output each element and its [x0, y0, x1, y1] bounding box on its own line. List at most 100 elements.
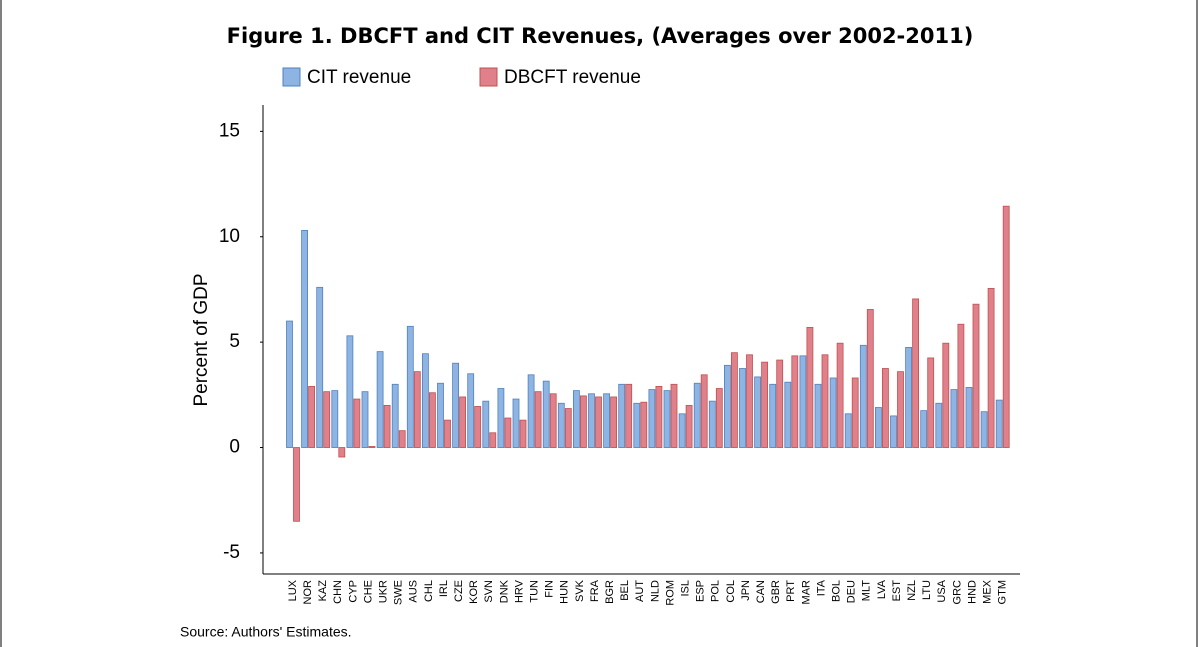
x-tick-label: HUN [559, 580, 571, 604]
bar [527, 374, 535, 448]
bar [595, 396, 602, 448]
bar [580, 395, 587, 448]
bar [383, 404, 391, 448]
x-tick-label: SWE [393, 580, 405, 605]
legend-swatch [282, 67, 301, 87]
bar [512, 398, 520, 448]
x-tick-label: GBR [770, 580, 782, 604]
y-tick-label: 5 [229, 331, 240, 352]
bar [316, 286, 324, 448]
bar [670, 383, 678, 448]
bar [286, 320, 293, 448]
bar [564, 408, 572, 448]
bar [573, 390, 580, 448]
bar [406, 325, 414, 448]
bar [890, 415, 897, 448]
source-note: Source: Authors' Estimates. [180, 624, 352, 640]
bar [655, 385, 663, 448]
bar [391, 383, 399, 448]
bar [648, 389, 656, 448]
x-tick-label: ESP [695, 580, 707, 602]
bar [685, 404, 693, 448]
x-tick-label: GTM [997, 580, 1009, 604]
bar [459, 396, 467, 448]
bar [927, 357, 935, 448]
bar [905, 347, 912, 448]
x-tick-label: BGR [604, 580, 616, 604]
bar [346, 335, 354, 448]
legend-label: DBCFT revenue [504, 67, 641, 88]
legend-label: CIT revenue [307, 67, 411, 88]
x-tick-label: HRV [513, 579, 525, 603]
bar [444, 419, 451, 448]
bar [980, 411, 988, 448]
x-tick-label: ROM [664, 580, 676, 606]
bar [769, 383, 777, 448]
bar [331, 390, 339, 448]
bar [829, 377, 837, 448]
bar [421, 353, 429, 448]
bar [972, 303, 980, 448]
x-tick-label: GRC [951, 580, 963, 605]
bar [987, 287, 995, 448]
x-tick-label: CYP [347, 580, 359, 603]
bar [497, 388, 505, 448]
bar [746, 354, 753, 448]
bar [761, 361, 768, 448]
bar [791, 355, 799, 448]
x-tick-label: KAZ [317, 580, 329, 602]
x-tick-label: FRA [589, 579, 601, 602]
bar [784, 381, 792, 448]
bar [413, 371, 421, 448]
bar [700, 374, 708, 448]
bar [957, 323, 965, 448]
bar [851, 377, 859, 448]
x-tick-label: MLT [861, 580, 873, 601]
bar [618, 383, 626, 448]
bar [836, 342, 844, 448]
bar [549, 393, 557, 448]
x-tick-label: COL [725, 580, 737, 603]
x-tick-label: PRT [785, 580, 797, 602]
x-tick-label: HND [966, 580, 978, 604]
x-tick-label: BOL [831, 580, 843, 602]
x-tick-label: NLD [649, 580, 661, 602]
bar [882, 368, 889, 448]
bar [663, 390, 671, 448]
x-tick-label: SVN [483, 580, 495, 603]
bar [301, 230, 309, 448]
bar [776, 359, 784, 448]
bar [474, 406, 482, 448]
bar [866, 309, 874, 448]
bar [504, 417, 512, 448]
bar [708, 400, 716, 448]
x-tick-label: SVK [574, 579, 586, 602]
bar [437, 382, 444, 448]
bar [323, 391, 331, 448]
bar [368, 446, 376, 448]
x-tick-label: DNK [498, 579, 510, 603]
bar [754, 376, 761, 448]
bar [610, 396, 617, 448]
x-tick-label: CHE [362, 580, 374, 603]
bar [588, 393, 595, 448]
x-tick-label: ISL [680, 580, 692, 597]
x-tick-label: NZL [906, 580, 918, 601]
x-tick-label: CHL [423, 580, 435, 602]
x-tick-label: KOR [468, 580, 480, 604]
bar [715, 388, 723, 448]
bar [640, 401, 648, 448]
x-tick-label: IRL [438, 580, 450, 597]
bar [897, 371, 904, 448]
bar [935, 402, 943, 448]
bar [361, 391, 369, 448]
x-tick-label: LVA [876, 579, 888, 599]
bar [376, 351, 384, 448]
y-tick-label: -5 [223, 542, 240, 563]
bar [633, 402, 641, 448]
y-axis-label: Percent of GDP [191, 273, 212, 406]
x-tick-label: MEX [982, 579, 994, 604]
x-tick-label: JPN [740, 580, 752, 601]
bar [542, 380, 550, 448]
x-tick-label: NOR [302, 580, 314, 605]
